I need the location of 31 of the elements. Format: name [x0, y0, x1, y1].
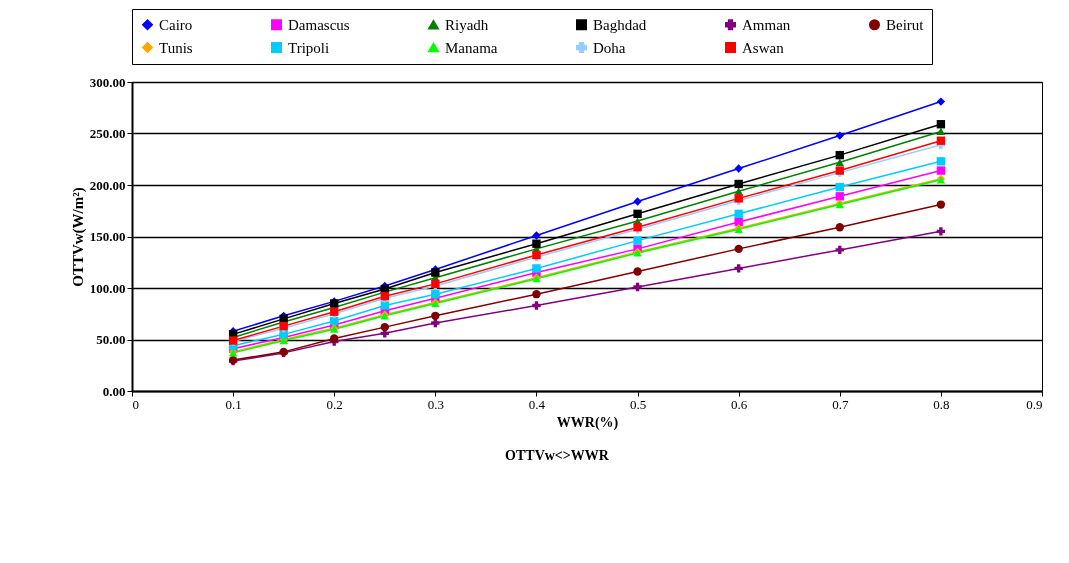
y-tick-label: 200.00	[89, 177, 126, 193]
x-tick-label: 0.7	[832, 396, 849, 412]
y-tick-label: 300.00	[89, 74, 126, 90]
y-tick-label: 150.00	[89, 229, 126, 244]
legend-label: Baghdad	[593, 16, 647, 33]
legend-label: Amman	[742, 16, 791, 33]
legend-label: Tripoli	[288, 39, 330, 56]
legend-label: Riyadh	[445, 16, 489, 33]
y-tick-label: 50.00	[96, 332, 126, 347]
x-tick-label: 0.1	[225, 396, 242, 412]
y-tick-label: 0.00	[102, 383, 126, 399]
legend-label: Doha	[593, 39, 626, 56]
y-tick-label: 250.00	[89, 126, 126, 141]
text: OTTVw<>WWR	[505, 448, 610, 463]
y-tick-label: 100.00	[89, 280, 126, 296]
legend-label: Damascus	[288, 16, 350, 33]
x-tick-label: 0	[132, 396, 139, 412]
x-tick-label: 0.2	[326, 396, 343, 412]
x-tick-label: 0.3	[427, 396, 444, 412]
x-tick-label: 0.8	[933, 396, 950, 412]
x-axis-title: WWR(%)	[556, 414, 619, 431]
x-tick-label: 0.4	[528, 396, 546, 412]
legend-label: Aswan	[742, 39, 785, 56]
x-tick-label: 0.5	[629, 396, 647, 412]
legend-label: Cairo	[159, 16, 193, 33]
y-axis-title: OTTVw(W/m²)	[69, 187, 87, 287]
x-tick-label: 0.9	[1026, 396, 1043, 412]
legend-label: Manama	[445, 39, 498, 56]
legend-label: Tunis	[159, 39, 193, 56]
legend-label: Beirut	[886, 16, 925, 33]
x-tick-label: 0.6	[731, 396, 748, 412]
